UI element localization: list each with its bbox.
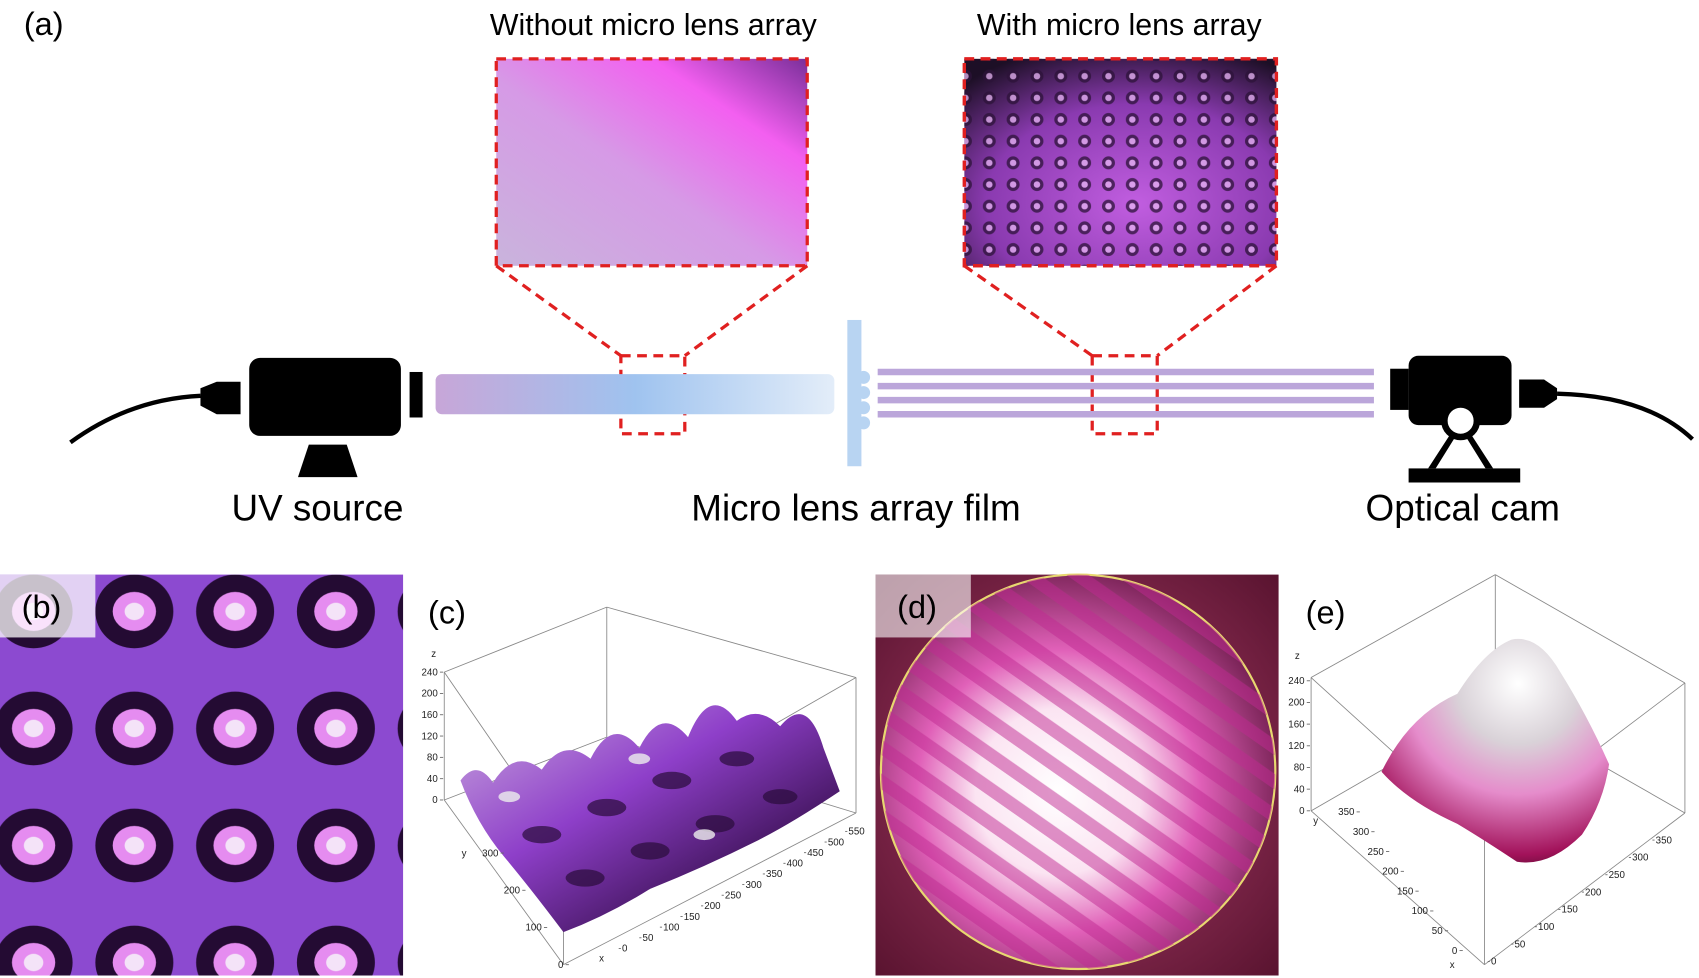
tick-label: 160 bbox=[1288, 719, 1305, 730]
surface bbox=[1381, 638, 1610, 863]
label-box bbox=[0, 574, 96, 638]
tick-label: 80 bbox=[1294, 763, 1305, 774]
panel-label: (b) bbox=[22, 589, 62, 625]
tick-label: 150 bbox=[684, 912, 701, 923]
tick-label: 100 bbox=[1412, 906, 1429, 917]
tick-label: 0 bbox=[432, 795, 438, 806]
tick-label: 120 bbox=[421, 731, 438, 742]
tick-label: 100 bbox=[1538, 922, 1555, 933]
lens-stripes bbox=[880, 574, 1276, 970]
axis-label: x bbox=[1450, 960, 1455, 971]
component-label: UV source bbox=[232, 487, 404, 528]
light-rays bbox=[877, 368, 1374, 418]
tick-label: 250 bbox=[725, 890, 742, 901]
tick-label: 80 bbox=[427, 753, 438, 764]
tick-label: 200 bbox=[704, 901, 721, 912]
tick-label: 250 bbox=[1609, 870, 1626, 881]
tick-label: 50 bbox=[1514, 939, 1525, 950]
component-label: Micro lens array film bbox=[691, 487, 1020, 528]
surface-shading bbox=[522, 751, 798, 887]
uv-source bbox=[69, 357, 423, 478]
tick-label: 200 bbox=[1585, 887, 1602, 898]
axis-label: y bbox=[462, 848, 467, 859]
tick-label: 300 bbox=[1353, 827, 1370, 838]
tick-label: 300 bbox=[745, 880, 762, 891]
surface bbox=[460, 705, 840, 933]
axis-label: z bbox=[431, 649, 436, 660]
tick-label: 40 bbox=[427, 774, 438, 785]
tick-label: 300 bbox=[1632, 853, 1649, 864]
tick-label: 0 bbox=[558, 960, 564, 971]
axis-ticks: 0408012016020024005010015020025030035005… bbox=[1288, 651, 1672, 971]
tick-label: 50 bbox=[1432, 926, 1443, 937]
tick-label: 0 bbox=[622, 944, 628, 955]
optical-cam bbox=[1390, 355, 1694, 483]
panel-label: (a) bbox=[24, 6, 64, 42]
tick-label: 400 bbox=[787, 859, 804, 870]
tick-label: 200 bbox=[1288, 698, 1305, 709]
tick-label: 100 bbox=[663, 922, 680, 933]
inset-title: With micro lens array bbox=[977, 9, 1263, 42]
tick-label: 250 bbox=[1368, 847, 1385, 858]
axis-label: z bbox=[1295, 651, 1300, 662]
tick-label: 200 bbox=[504, 886, 521, 897]
tick-label: 150 bbox=[1562, 905, 1579, 916]
tick-label: 0 bbox=[1491, 957, 1497, 968]
tick-label: 350 bbox=[766, 869, 783, 880]
label-box bbox=[875, 574, 971, 638]
panel-label: (e) bbox=[1306, 594, 1346, 630]
tick-label: 200 bbox=[421, 689, 438, 700]
tick-label: 50 bbox=[643, 933, 654, 944]
tick-label: 550 bbox=[848, 827, 865, 838]
tick-label: 0 bbox=[1299, 806, 1305, 817]
axis-label: y bbox=[1313, 816, 1318, 827]
axis-label: x bbox=[599, 953, 604, 964]
tick-label: 500 bbox=[828, 837, 845, 848]
inset-title: Without micro lens array bbox=[490, 9, 818, 42]
tick-label: 160 bbox=[421, 710, 438, 721]
axis-ticks: 0408012016020024001002003000501001502002… bbox=[421, 649, 865, 971]
tick-label: 350 bbox=[1338, 807, 1355, 818]
tick-label: 40 bbox=[1294, 784, 1305, 795]
tick-label: 0 bbox=[1452, 946, 1458, 957]
tick-label: 240 bbox=[1288, 676, 1305, 687]
tick-label: 240 bbox=[421, 667, 438, 678]
uv-beam bbox=[435, 374, 835, 415]
tick-label: 300 bbox=[482, 848, 499, 859]
tick-label: 150 bbox=[1397, 886, 1414, 897]
panel-label: (d) bbox=[897, 589, 937, 625]
tick-label: 350 bbox=[1656, 835, 1673, 846]
tick-label: 100 bbox=[525, 923, 542, 934]
panel-label: (c) bbox=[428, 594, 466, 630]
lens-film bbox=[847, 319, 871, 467]
insets bbox=[494, 57, 1279, 436]
tick-label: 200 bbox=[1382, 867, 1399, 878]
component-label: Optical cam bbox=[1366, 487, 1560, 528]
micrograph bbox=[0, 574, 404, 976]
tick-label: 450 bbox=[807, 848, 824, 859]
tick-label: 120 bbox=[1288, 741, 1305, 752]
